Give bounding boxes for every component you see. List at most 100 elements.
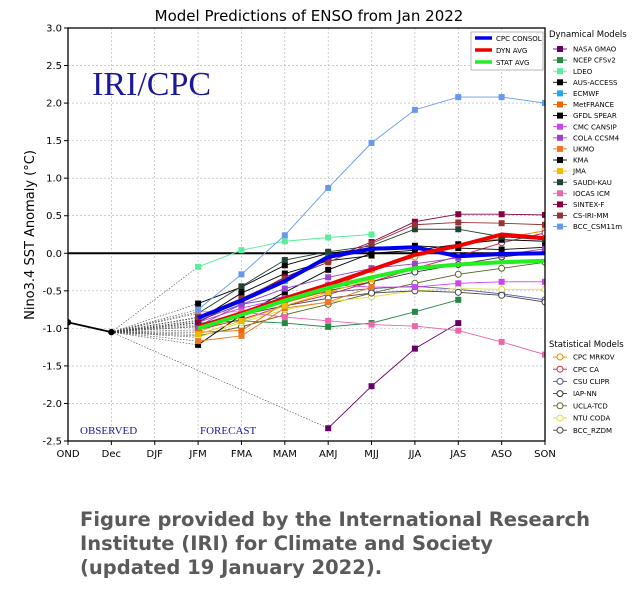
- connector-ukmo: [111, 331, 199, 342]
- x-tick-label: OND: [56, 449, 79, 460]
- point-ucla-tcd: [498, 264, 506, 272]
- point-bcc-rzdm: [454, 288, 462, 296]
- legend-label-saudi-kau: SAUDI-KAU: [573, 179, 612, 187]
- legend-label-bcc-rzdm: BCC_RZDM: [573, 427, 612, 435]
- connector-ucla-tcd: [111, 331, 199, 337]
- point-saudi-kau: [455, 226, 462, 233]
- series-line-nasa-gmao: [327, 322, 459, 429]
- y-tick-label: 1.0: [46, 174, 62, 185]
- point-bcc-csm11m: [238, 271, 245, 278]
- point-nasa-gmao: [325, 425, 332, 432]
- iri-cpc-watermark: IRI/CPC: [92, 66, 211, 103]
- series-layer: [68, 94, 545, 432]
- point-saudi-kau: [325, 248, 332, 255]
- chart-background: [0, 0, 639, 500]
- point-cs-iri-mm: [325, 259, 332, 266]
- y-axis-label: Nino3.4 SST Anomaly (°C): [23, 150, 38, 320]
- point-sintex-f: [455, 211, 462, 218]
- connector-cs-iri-mm: [111, 316, 199, 333]
- point-bcc-csm11m: [368, 139, 375, 146]
- enso-chart: Model Predictions of ENSO from Jan 2022 …: [0, 0, 639, 500]
- legend-marker-ukmo: [557, 145, 563, 152]
- point-bcc-csm11m: [498, 94, 505, 101]
- point-bcc-rzdm: [368, 289, 376, 297]
- point-iocas-icm: [455, 327, 462, 334]
- legend-label-cmc-cansip: CMC CANSIP: [573, 123, 617, 131]
- legend-marker-bcc-csm11m: [557, 223, 563, 230]
- series-clipped: [68, 94, 545, 432]
- point-bcc-rzdm: [541, 298, 545, 306]
- point-ukmo: [368, 284, 375, 291]
- connector-ncep-cfsv2: [111, 322, 199, 333]
- figure-caption: Figure provided by the International Res…: [80, 508, 620, 580]
- statistical-models-title: Statistical Models: [549, 340, 624, 350]
- point-cmc-cansip: [411, 284, 418, 291]
- point-iocas-icm: [368, 321, 375, 328]
- observed-line: [68, 321, 112, 333]
- legend-label-ecmwf: ECMWF: [573, 90, 599, 98]
- point-gfdl-spear: [498, 236, 505, 243]
- point-gfdl-spear: [281, 289, 288, 296]
- point-metfrance: [238, 327, 245, 334]
- point-sintex-f: [411, 218, 418, 225]
- legend-marker-aus-access: [557, 79, 563, 86]
- legend-marker-ntu-coda: [556, 414, 564, 422]
- chart-title: Model Predictions of ENSO from Jan 2022: [155, 7, 464, 25]
- y-tick-label: 1.5: [46, 136, 62, 147]
- x-tick-label: DJF: [147, 449, 164, 460]
- connector-iap-nn: [111, 324, 199, 333]
- point-cs-iri-mm: [368, 240, 375, 247]
- point-nasa-gmao: [368, 383, 375, 390]
- legend-label-ukmo: UKMO: [573, 146, 595, 154]
- legend-marker-csu-clipr: [556, 377, 564, 385]
- point-kma: [368, 252, 375, 259]
- point-ldeo: [368, 231, 375, 238]
- x-tick-label: JFM: [188, 449, 206, 460]
- point-bcc-csm11m: [411, 106, 418, 113]
- caption-line-2: Institute (IRI) for Climate and Society: [80, 532, 493, 555]
- observed-label: OBSERVED: [80, 425, 137, 437]
- point-sintex-f: [542, 211, 545, 218]
- legend-label-ncep-cfsv2: NCEP CFSv2: [573, 57, 616, 65]
- point-cs-iri-mm: [455, 219, 462, 226]
- x-tick-label: ASO: [491, 449, 512, 460]
- x-tick-label: SON: [534, 449, 556, 460]
- connector-bcc-rzdm: [111, 326, 199, 333]
- legend-label-csu-clipr: CSU CLIPR: [573, 378, 610, 386]
- point-cpc-ca: [541, 229, 545, 237]
- observed-point: [108, 328, 115, 336]
- y-tick-label: 2.0: [46, 99, 62, 110]
- x-tick-label: JAS: [449, 449, 466, 460]
- legend-marker-cpc-mrkov: [556, 353, 564, 361]
- connector-sintex-f: [111, 322, 199, 333]
- x-tick-label: JJA: [408, 449, 422, 460]
- point-ukmo: [325, 299, 332, 306]
- point-bcc-rzdm: [498, 291, 506, 299]
- point-aus-access: [195, 300, 202, 307]
- connector-kma: [111, 319, 199, 333]
- point-cs-iri-mm: [238, 295, 245, 302]
- point-gfdl-spear: [195, 341, 202, 348]
- y-tick-label: -1.0: [42, 324, 62, 335]
- legend-label-cs-iri-mm: CS-IRI-MM: [573, 212, 608, 220]
- legend-marker-nasa-gmao: [557, 46, 563, 52]
- connector-cpc-ca: [111, 329, 199, 333]
- point-jma: [281, 302, 288, 309]
- connector-nasa-gmao: [111, 331, 329, 429]
- point-cola-ccsm4: [542, 245, 545, 252]
- point-cola-ccsm4: [411, 260, 418, 267]
- legend-label-cpc-consol: CPC CONSOL: [496, 35, 542, 43]
- connector-ntu-coda: [111, 331, 199, 338]
- point-cola-ccsm4: [325, 274, 332, 281]
- y-tick-label: 0.0: [46, 249, 62, 260]
- point-cola-ccsm4: [238, 301, 245, 308]
- point-bcc-csm11m: [281, 232, 288, 239]
- legend-label-iocas-icm: IOCAS ICM: [573, 190, 610, 198]
- point-cs-iri-mm: [542, 221, 545, 228]
- point-jma: [368, 276, 375, 283]
- point-cmc-cansip: [498, 278, 505, 285]
- legend-marker-cmc-cansip: [557, 123, 563, 130]
- legend-label-ntu-coda: NTU CODA: [573, 415, 611, 423]
- dynamical-models-title: Dynamical Models: [549, 30, 627, 40]
- legend-marker-gfdl-spear: [557, 112, 563, 119]
